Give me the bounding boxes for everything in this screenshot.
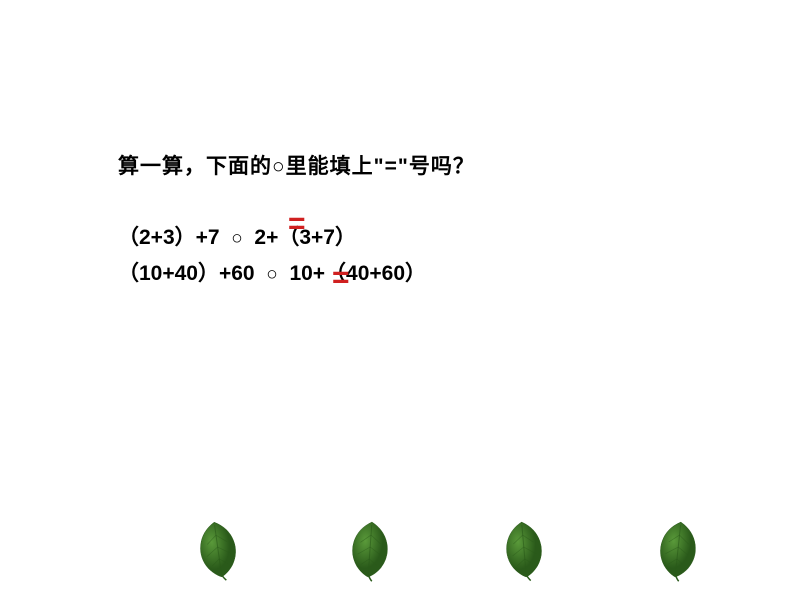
red-equals-2: = — [332, 270, 348, 285]
eq2-right: 10+（40+60） — [289, 262, 426, 285]
question-title: 算一算，下面的○里能填上"="号吗？ — [118, 150, 475, 180]
eq1-circle: ○ — [231, 223, 242, 255]
leaf-icon — [494, 517, 554, 582]
eq2-circle: ○ — [266, 259, 277, 291]
eq2-left: （10+40）+60 — [118, 262, 255, 285]
leaf-icon — [188, 517, 248, 582]
equation-2: （10+40）+60 ○ 10+（40+60） — [118, 256, 475, 292]
leaf-row — [0, 504, 794, 584]
eq1-left: （2+3）+7 — [118, 226, 220, 249]
red-equals-1: = — [288, 216, 304, 231]
leaf-icon — [648, 517, 708, 582]
eq1-right: 2+（3+7） — [254, 226, 356, 249]
leaf-icon — [340, 517, 400, 582]
